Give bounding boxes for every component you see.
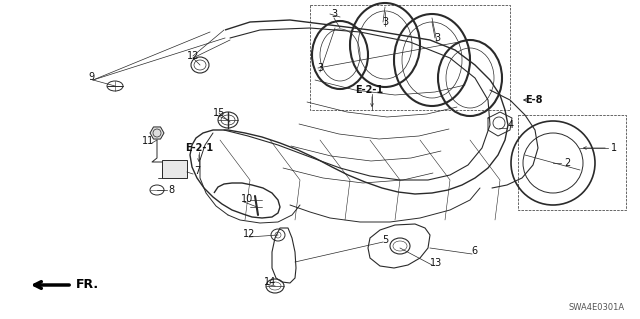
Polygon shape [150, 127, 164, 139]
Text: E-2-1: E-2-1 [185, 143, 213, 153]
Text: FR.: FR. [76, 278, 99, 292]
Text: 3: 3 [382, 17, 388, 27]
Bar [162, 160, 187, 178]
Text: 4: 4 [508, 120, 514, 130]
Text: 7: 7 [194, 166, 200, 176]
Text: 11: 11 [142, 136, 154, 146]
Text: 6: 6 [471, 246, 477, 256]
Text: 14: 14 [264, 277, 276, 287]
Text: 3: 3 [331, 9, 337, 19]
Bar [518, 115, 626, 210]
Text: 8: 8 [168, 185, 174, 195]
Text: SWA4E0301A: SWA4E0301A [569, 303, 625, 312]
Text: E-8: E-8 [525, 95, 543, 105]
Text: 12: 12 [243, 229, 255, 239]
Text: 3: 3 [434, 33, 440, 43]
Text: E-2-1: E-2-1 [355, 85, 383, 95]
Text: 13: 13 [430, 258, 442, 268]
Text: 5: 5 [382, 235, 388, 245]
Text: 12: 12 [187, 51, 199, 61]
Text: 10: 10 [241, 194, 253, 204]
Text: 1: 1 [611, 143, 617, 153]
Bar [310, 5, 510, 110]
Text: 9: 9 [88, 72, 94, 82]
Text: 2: 2 [564, 158, 570, 168]
Text: 3: 3 [317, 63, 323, 73]
Text: 15: 15 [213, 108, 225, 118]
